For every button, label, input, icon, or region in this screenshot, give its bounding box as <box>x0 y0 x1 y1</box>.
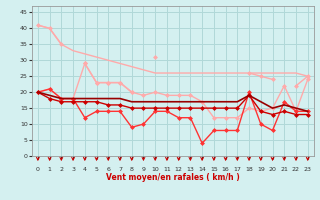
X-axis label: Vent moyen/en rafales ( km/h ): Vent moyen/en rafales ( km/h ) <box>106 174 240 182</box>
